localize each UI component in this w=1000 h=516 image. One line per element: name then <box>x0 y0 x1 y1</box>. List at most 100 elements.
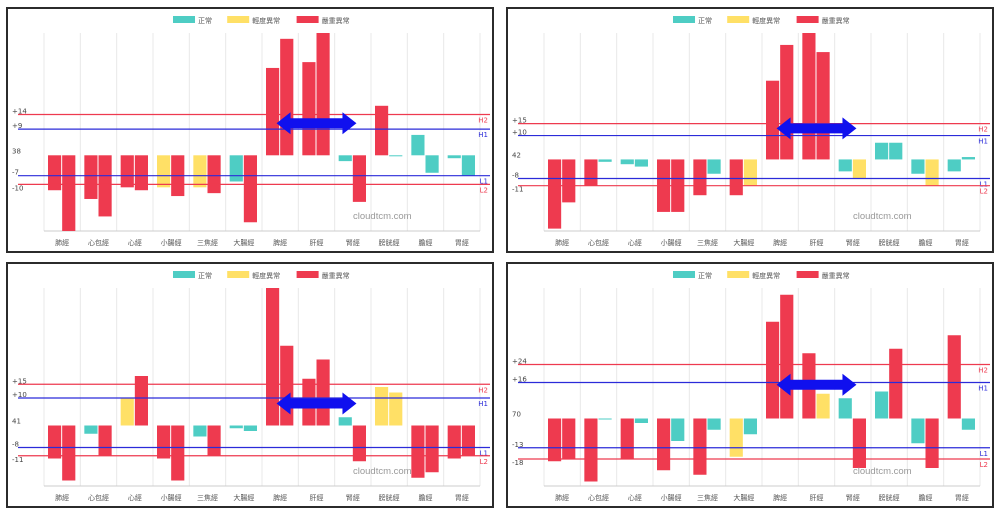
reference-line-label: L2 <box>480 186 488 194</box>
x-tick-label: 肺經 <box>55 493 69 502</box>
x-tick-label: 膀胱經 <box>379 493 400 502</box>
bar <box>671 418 685 441</box>
legend-swatch <box>227 271 250 278</box>
x-tick-label: 大腸經 <box>233 493 254 502</box>
x-tick-label: 脾經 <box>773 493 787 502</box>
x-tick-label: 脾經 <box>273 238 287 247</box>
y-tick-label: -8 <box>512 172 519 180</box>
reference-line-label: H2 <box>478 386 488 394</box>
x-tick-label: 肺經 <box>555 238 569 247</box>
bar <box>338 417 352 426</box>
bar <box>243 155 257 223</box>
y-tick-label: +10 <box>512 129 527 137</box>
x-tick-label: 大腸經 <box>233 238 254 247</box>
bar <box>693 418 707 475</box>
bar <box>729 159 743 196</box>
double-arrow <box>276 112 357 135</box>
x-tick-label: 心經 <box>128 238 142 247</box>
y-tick-label: -11 <box>512 186 523 194</box>
bar <box>852 159 866 179</box>
bar <box>947 159 961 172</box>
reference-line-label: H2 <box>978 126 988 134</box>
bar <box>229 425 243 429</box>
x-tick-label: 膽經 <box>419 238 433 247</box>
bar <box>461 155 475 176</box>
x-tick-label: 心包經 <box>588 238 609 247</box>
bar <box>562 418 576 459</box>
bar <box>598 159 612 162</box>
legend-label: 輕度異常 <box>252 16 280 25</box>
legend-swatch <box>727 16 750 23</box>
bar <box>48 425 62 459</box>
bar <box>171 425 185 481</box>
bar <box>425 155 439 173</box>
bar <box>352 425 366 462</box>
bar <box>780 294 794 419</box>
x-tick-label: 肝經 <box>310 238 324 247</box>
reference-line-label: L2 <box>980 188 988 196</box>
bar <box>816 393 830 419</box>
watermark-text: cloudtcm.com <box>853 466 912 477</box>
reference-line-label: H1 <box>978 385 988 393</box>
bar <box>961 157 975 160</box>
x-tick-label: 三焦經 <box>197 493 218 502</box>
y-tick-label: 42 <box>512 151 521 159</box>
x-tick-label: 肺經 <box>55 238 69 247</box>
bar <box>875 142 889 160</box>
bar <box>266 288 280 426</box>
bar <box>302 62 316 156</box>
bar <box>766 80 780 160</box>
bar <box>802 33 816 160</box>
legend-label: 正常 <box>698 271 712 280</box>
legend-label: 嚴重異常 <box>822 16 850 25</box>
bar <box>157 155 171 188</box>
bar <box>657 418 671 471</box>
bar <box>338 155 352 162</box>
reference-line-label: L2 <box>480 458 488 466</box>
bar <box>838 398 852 419</box>
legend-label: 嚴重異常 <box>322 16 350 25</box>
x-tick-label: 腎經 <box>346 493 360 502</box>
chart-panel-2: 正常 輕度異常 嚴重異常 H2 H1 L1 L2 +15 +10 42 -8 -11 肺經 心包經 心經 小腸… <box>506 7 994 253</box>
bar <box>120 155 134 188</box>
bar <box>548 418 562 462</box>
x-tick-label: 心包經 <box>588 493 609 502</box>
x-tick-label: 腎經 <box>846 238 860 247</box>
bar <box>838 159 852 172</box>
bar <box>352 155 366 202</box>
x-tick-label: 胃經 <box>955 238 969 247</box>
legend-label: 輕度異常 <box>752 271 780 280</box>
bar <box>707 418 721 430</box>
bar <box>62 425 76 481</box>
bar <box>193 155 207 188</box>
bar <box>911 159 925 174</box>
bar <box>193 425 207 437</box>
x-tick-label: 三焦經 <box>697 238 718 247</box>
x-tick-label: 胃經 <box>455 238 469 247</box>
bar <box>620 159 634 165</box>
double-arrow <box>776 373 857 396</box>
y-tick-label: 41 <box>12 418 21 426</box>
x-tick-label: 肝經 <box>810 238 824 247</box>
x-tick-label: 肝經 <box>310 493 324 502</box>
bar <box>766 321 780 419</box>
x-tick-label: 腎經 <box>846 493 860 502</box>
x-tick-label: 小腸經 <box>661 493 682 502</box>
y-tick-label: -11 <box>12 456 23 464</box>
bar <box>925 159 939 186</box>
x-tick-label: 脾經 <box>773 238 787 247</box>
bar <box>743 159 757 186</box>
legend-swatch <box>673 16 695 23</box>
bar <box>447 155 461 159</box>
bar <box>634 159 648 167</box>
y-tick-label: 70 <box>512 411 521 419</box>
watermark-text: cloudtcm.com <box>353 211 412 222</box>
y-tick-label: +24 <box>512 358 527 366</box>
bar <box>266 67 280 156</box>
y-tick-label: -18 <box>512 459 523 467</box>
legend-swatch <box>673 271 695 278</box>
bar <box>562 159 576 203</box>
bar <box>947 335 961 419</box>
legend-label: 正常 <box>198 271 212 280</box>
